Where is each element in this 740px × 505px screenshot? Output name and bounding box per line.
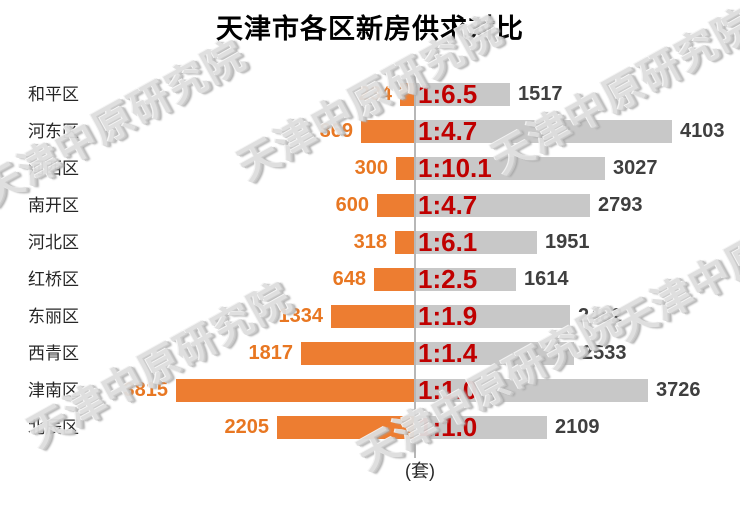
ratio-label: 1:6.5 (418, 79, 478, 109)
left-value: 3815 (123, 379, 169, 401)
right-gray-bar (415, 83, 510, 106)
chart-row: 东丽区 1334 2482 1:1.9 (0, 298, 740, 335)
right-gray-bar (415, 416, 547, 439)
district-label: 东丽区 (28, 307, 79, 326)
left-value: 1817 (248, 342, 294, 364)
right-gray-bar (415, 342, 574, 365)
right-value: 2109 (555, 416, 600, 438)
chart-row: 西青区 1817 2533 1:1.4 (0, 335, 740, 372)
chart-row: 北辰区 2205 2109 1:1.0 (0, 409, 740, 446)
left-value: 648 (332, 268, 366, 290)
right-gray-bar (415, 268, 516, 291)
right-value: 4103 (680, 120, 725, 142)
left-orange-bar (377, 194, 415, 217)
right-value: 2482 (578, 305, 623, 327)
ratio-label: 1:4.7 (418, 190, 478, 220)
ratio-label: 1:1.9 (418, 301, 478, 331)
ratio-label: 1:6.1 (418, 227, 478, 257)
chart-row: 南开区 600 2793 1:4.7 (0, 187, 740, 224)
district-label: 和平区 (28, 85, 79, 104)
right-gray-bar (415, 379, 648, 402)
right-value: 1614 (524, 268, 569, 290)
axis-unit-label: (套) (405, 461, 435, 481)
right-value: 2533 (582, 342, 627, 364)
chart-title: 天津市各区新房供求对比 (216, 14, 524, 44)
right-value: 1517 (518, 83, 563, 105)
district-label: 河西区 (28, 159, 79, 178)
district-label: 南开区 (28, 196, 79, 215)
district-label: 河东区 (28, 122, 79, 141)
center-axis-line (414, 76, 416, 458)
right-value: 3027 (613, 157, 658, 179)
chart-row: 河东区 869 4103 1:4.7 (0, 113, 740, 150)
ratio-label: 1:2.5 (418, 264, 478, 294)
left-value: 2205 (224, 416, 270, 438)
chart-row: 河北区 318 1951 1:6.1 (0, 224, 740, 261)
chart-row: 红桥区 648 1614 1:2.5 (0, 261, 740, 298)
left-value: 869 (319, 120, 353, 142)
ratio-label: 1:1.0 (418, 412, 478, 442)
right-value: 2793 (598, 194, 643, 216)
left-orange-bar (396, 157, 415, 180)
ratio-label: 1:1.0 (418, 375, 478, 405)
chart-row: 河西区 300 3027 1:10.1 (0, 150, 740, 187)
left-orange-bar (176, 379, 415, 402)
right-gray-bar (415, 305, 570, 328)
chart-row: 和平区 234 1517 1:6.5 (0, 76, 740, 113)
district-label: 红桥区 (28, 270, 79, 289)
right-gray-bar (415, 157, 605, 180)
left-orange-bar (400, 83, 415, 106)
district-label: 河北区 (28, 233, 79, 252)
left-value: 600 (335, 194, 369, 216)
district-label: 西青区 (28, 344, 79, 363)
left-value: 234 (358, 83, 392, 105)
left-orange-bar (277, 416, 415, 439)
right-gray-bar (415, 194, 590, 217)
right-value: 1951 (545, 231, 590, 253)
district-label: 津南区 (28, 381, 79, 400)
left-orange-bar (395, 231, 415, 254)
ratio-label: 1:1.4 (418, 338, 478, 368)
left-value: 318 (353, 231, 387, 253)
right-gray-bar (415, 120, 672, 143)
ratio-label: 1:4.7 (418, 116, 478, 146)
ratio-label: 1:10.1 (418, 153, 492, 183)
left-value: 1334 (278, 305, 324, 327)
left-orange-bar (301, 342, 415, 365)
left-orange-bar (331, 305, 415, 328)
left-value: 300 (354, 157, 388, 179)
left-orange-bar (374, 268, 415, 291)
chart-row: 津南区 3815 3726 1:1.0 (0, 372, 740, 409)
right-value: 3726 (656, 379, 701, 401)
district-label: 北辰区 (28, 418, 79, 437)
left-orange-bar (361, 120, 415, 143)
right-gray-bar (415, 231, 537, 254)
